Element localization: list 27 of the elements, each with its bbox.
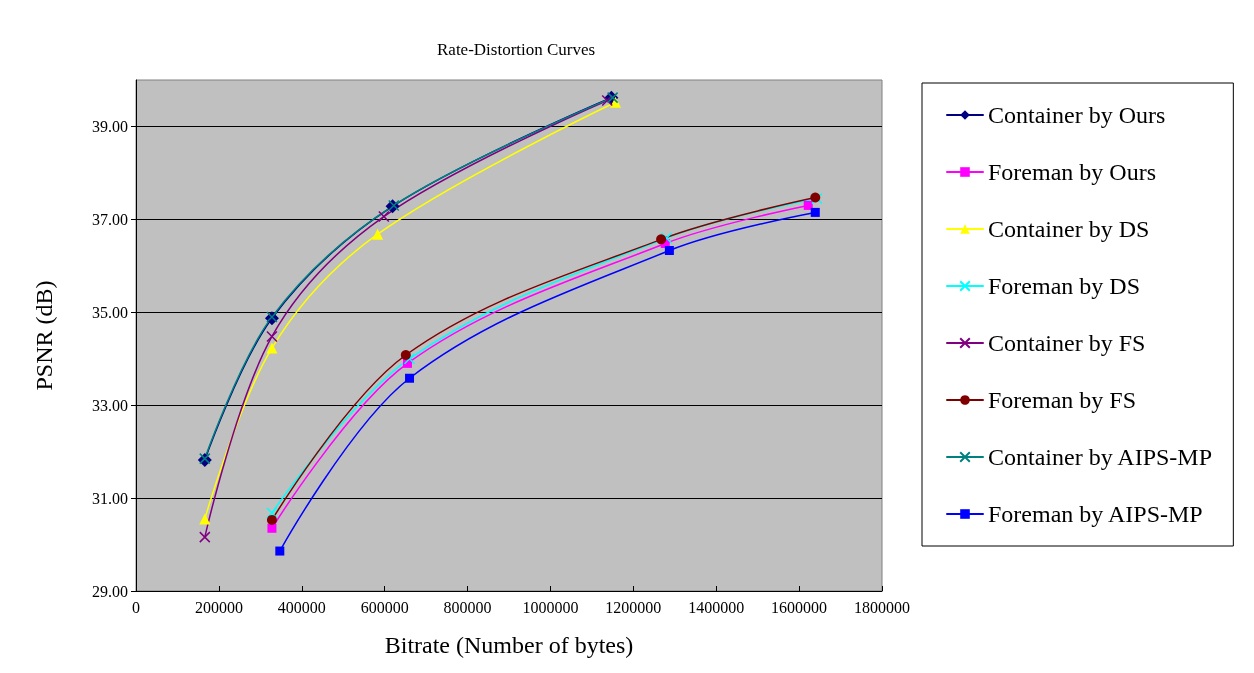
legend-label: Foreman by FS [988,387,1137,413]
y-axis-title: PSNR (dB) [31,280,57,391]
x-tick-label: 1200000 [605,598,662,616]
x-tick-label: 0 [132,598,140,616]
y-tick-label: 31.00 [92,489,128,507]
legend-label: Foreman by AIPS-MP [988,501,1203,527]
legend-label: Container by Ours [988,102,1166,128]
legend-label: Container by AIPS-MP [988,444,1213,470]
legend-label: Foreman by Ours [988,159,1156,185]
x-tick-label: 600000 [360,598,409,616]
x-tick-label: 1400000 [688,598,745,616]
x-axis-title: Bitrate (Number of bytes) [384,632,634,658]
y-tick-label: 39.00 [92,117,128,135]
y-tick-label: 29.00 [92,582,128,600]
chart-title: Rate-Distortion Curves [437,40,596,59]
legend-label: Container by DS [988,216,1150,242]
x-tick-label: 800000 [443,598,492,616]
x-tick-label: 1800000 [854,598,910,616]
x-tick-label: 1600000 [771,598,828,616]
legend-label: Foreman by DS [988,273,1140,299]
y-tick-label: 35.00 [92,303,128,321]
x-tick-label: 400000 [277,598,326,616]
legend-label: Container by FS [988,330,1146,356]
x-tick-label: 200000 [194,598,243,616]
y-tick-label: 33.00 [92,396,128,414]
x-tick-label: 1000000 [522,598,579,616]
y-tick-label: 37.00 [92,210,128,228]
